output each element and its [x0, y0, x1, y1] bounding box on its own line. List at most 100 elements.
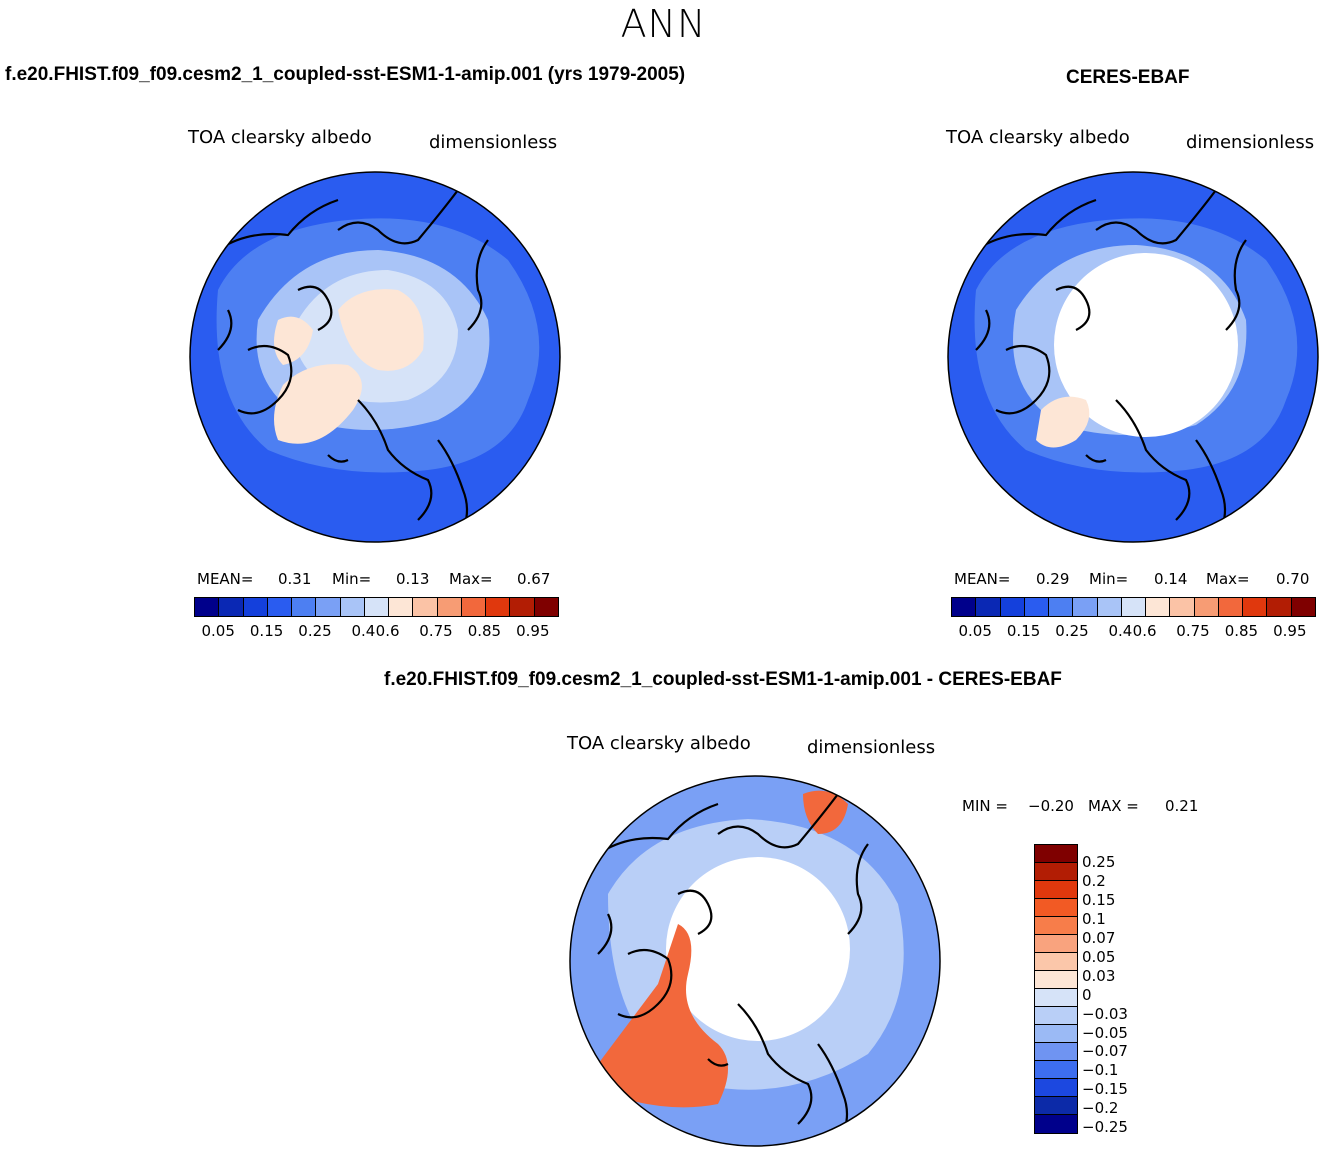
- obs-mean-label: MEAN=: [954, 570, 1011, 588]
- model-variable-label: TOA clearsky albedo: [188, 127, 372, 148]
- colorbar-swatch: [1035, 899, 1077, 917]
- colorbar-swatch: [1170, 598, 1195, 616]
- colorbar-swatch: [413, 598, 438, 616]
- colorbar-tick-label: −0.15: [1082, 1080, 1128, 1099]
- colorbar-swatch: [1035, 1097, 1077, 1115]
- diff-coastlines: [597, 793, 869, 1145]
- colorbar-swatch: [1035, 935, 1077, 953]
- colorbar-tick-label: 0.07: [1082, 928, 1116, 947]
- colorbar-swatch: [1035, 1025, 1077, 1043]
- model-mean-value: 0.31: [278, 570, 312, 588]
- colorbar-swatch: [1000, 598, 1025, 616]
- colorbar-swatch: [364, 598, 390, 616]
- diff-max-value: 0.21: [1165, 797, 1199, 815]
- colorbar-tick-label: −0.07: [1082, 1042, 1128, 1061]
- colorbar-tick-label: −0.1: [1082, 1061, 1119, 1080]
- colorbar-swatch: [976, 598, 1001, 616]
- colorbar-tick-label: 0.4: [1108, 622, 1133, 640]
- colorbar-swatch: [1121, 598, 1147, 616]
- colorbar-tick-label: −0.03: [1082, 1004, 1128, 1023]
- colorbar-swatch: [1035, 917, 1077, 935]
- colorbar-tick-label: −0.2: [1082, 1099, 1119, 1118]
- colorbar-tick-label: 0.75: [1176, 622, 1210, 640]
- colorbar-tick-label: 0.05: [958, 622, 992, 640]
- model-panel-title: f.e20.FHIST.f09_f09.cesm2_1_coupled-sst-…: [5, 64, 686, 85]
- diff-polar-map: [569, 775, 941, 1147]
- colorbar-swatch: [486, 598, 511, 616]
- colorbar-swatch: [1035, 953, 1077, 971]
- model-max-label: Max=: [449, 570, 493, 588]
- colorbar-tick-label: 0.95: [516, 622, 550, 640]
- model-min-value: 0.13: [396, 570, 430, 588]
- obs-max-label: Max=: [1206, 570, 1250, 588]
- colorbar-swatch: [510, 598, 535, 616]
- colorbar-swatch: [1194, 598, 1219, 616]
- colorbar-swatch: [461, 598, 487, 616]
- obs-mean-value: 0.29: [1036, 570, 1070, 588]
- colorbar-swatch: [534, 598, 558, 616]
- model-min-label: Min=: [332, 570, 372, 588]
- model-coastlines: [217, 189, 489, 541]
- obs-greenland: [1036, 396, 1090, 448]
- obs-variable-label: TOA clearsky albedo: [946, 127, 1130, 148]
- diff-colorbar: [1034, 844, 1078, 1134]
- colorbar-tick-label: 0.05: [1082, 947, 1116, 966]
- model-sea-ice: [338, 289, 424, 371]
- colorbar-tick-label: −0.05: [1082, 1023, 1128, 1042]
- colorbar-tick-label: 0.05: [201, 622, 235, 640]
- obs-max-value: 0.70: [1276, 570, 1310, 588]
- obs-colorbar: [951, 597, 1316, 617]
- season-title: ANN: [620, 2, 707, 46]
- colorbar-tick-label: 0.95: [1273, 622, 1307, 640]
- colorbar-tick-label: −0.25: [1082, 1118, 1128, 1137]
- diff-units-label: dimensionless: [807, 737, 936, 758]
- model-max-value: 0.67: [517, 570, 551, 588]
- diff-missing-polar-cap: [666, 857, 850, 1041]
- colorbar-swatch: [952, 598, 977, 616]
- diff-min-value: −0.20: [1028, 797, 1074, 815]
- colorbar-tick-label: 0.25: [1082, 852, 1116, 871]
- colorbar-tick-label: 0.85: [1224, 622, 1259, 640]
- colorbar-swatch: [1035, 881, 1077, 899]
- colorbar-swatch: [1291, 598, 1315, 616]
- diff-max-label: MAX =: [1088, 797, 1139, 815]
- colorbar-swatch: [1035, 1061, 1077, 1079]
- colorbar-tick-label: 0.4: [351, 622, 376, 640]
- colorbar-swatch: [267, 598, 293, 616]
- colorbar-swatch: [340, 598, 365, 616]
- model-polar-map: [189, 171, 561, 543]
- colorbar-tick-label: 0.2: [1082, 871, 1106, 890]
- colorbar-tick-label: 0: [1082, 985, 1092, 1004]
- colorbar-tick-label: 0.25: [1055, 622, 1089, 640]
- colorbar-tick-label: 0.75: [419, 622, 453, 640]
- obs-missing-polar-cap: [1054, 253, 1238, 437]
- colorbar-swatch: [1049, 598, 1074, 616]
- obs-units-label: dimensionless: [1186, 132, 1315, 153]
- colorbar-swatch: [1267, 598, 1292, 616]
- obs-panel-title: CERES-EBAF: [1066, 67, 1190, 88]
- colorbar-swatch: [1146, 598, 1171, 616]
- colorbar-swatch: [1035, 1115, 1077, 1133]
- colorbar-swatch: [195, 598, 220, 616]
- colorbar-swatch: [1218, 598, 1244, 616]
- colorbar-swatch: [1035, 1007, 1077, 1025]
- model-greenland: [274, 364, 362, 444]
- colorbar-swatch: [1073, 598, 1098, 616]
- model-mean-label: MEAN=: [197, 570, 254, 588]
- colorbar-tick-label: 0.25: [298, 622, 332, 640]
- diff-min-label: MIN =: [962, 797, 1008, 815]
- colorbar-swatch: [1035, 863, 1077, 881]
- colorbar-swatch: [437, 598, 462, 616]
- colorbar-tick-label: 0.6: [1132, 622, 1157, 640]
- diff-variable-label: TOA clearsky albedo: [567, 733, 751, 754]
- colorbar-swatch: [1024, 598, 1050, 616]
- colorbar-swatch: [1035, 1043, 1077, 1061]
- colorbar-swatch: [1097, 598, 1122, 616]
- colorbar-swatch: [243, 598, 268, 616]
- colorbar-swatch: [292, 598, 317, 616]
- colorbar-swatch: [1035, 1079, 1077, 1097]
- colorbar-swatch: [1035, 845, 1077, 863]
- model-units-label: dimensionless: [429, 132, 558, 153]
- colorbar-tick-label: 0.15: [249, 622, 284, 640]
- colorbar-swatch: [316, 598, 341, 616]
